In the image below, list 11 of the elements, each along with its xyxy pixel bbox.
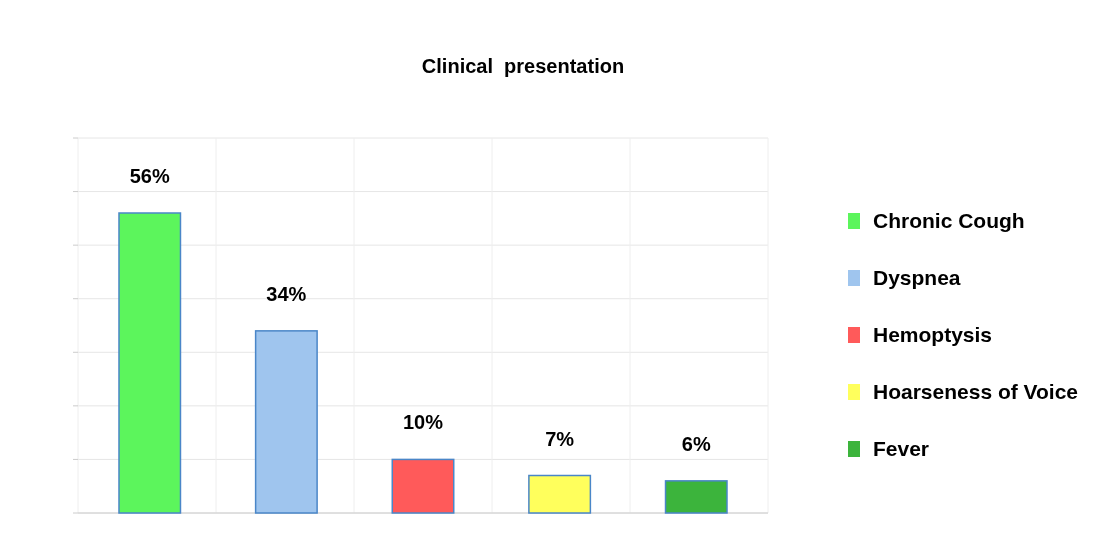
- legend-label: Chronic Cough: [873, 209, 1025, 233]
- chart-title: Clinical presentation: [421, 55, 625, 77]
- legend-label: Dyspnea: [873, 266, 961, 290]
- legend-label: Hoarseness of Voice: [873, 380, 1079, 404]
- data-label: 56%: [129, 165, 170, 187]
- data-label: 6%: [681, 432, 711, 455]
- legend-label: Fever: [873, 437, 930, 461]
- data-label: 7%: [545, 427, 575, 450]
- legend-label: Hemoptysis: [873, 323, 993, 347]
- data-label: 34%: [266, 282, 307, 305]
- data-label: 10%: [402, 411, 444, 434]
